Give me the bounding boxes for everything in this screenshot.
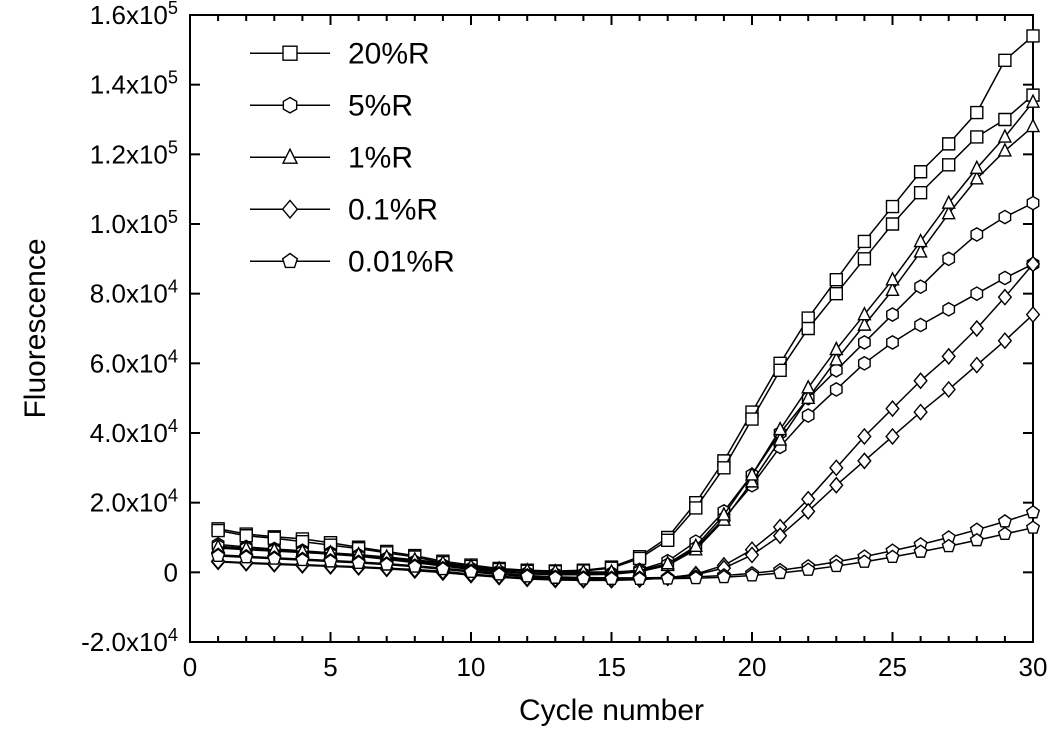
marker-square bbox=[971, 107, 983, 119]
y-axis-label: Fluorescence bbox=[19, 238, 52, 418]
x-tick-label: 25 bbox=[878, 652, 907, 682]
x-tick-label: 0 bbox=[183, 652, 197, 682]
y-tick-label: 0 bbox=[164, 557, 178, 587]
chart-container: 051015202530-2.0x10402.0x1044.0x1046.0x1… bbox=[0, 0, 1059, 754]
y-tick-label: -2.0x104 bbox=[81, 625, 178, 657]
legend-label: 0.1%R bbox=[348, 194, 438, 227]
marker-hexagon bbox=[859, 336, 870, 349]
marker-square bbox=[887, 218, 899, 230]
marker-square bbox=[662, 534, 674, 546]
y-tick-label: 8.0x104 bbox=[90, 277, 178, 309]
marker-square bbox=[887, 201, 899, 213]
marker-square bbox=[858, 235, 870, 247]
legend-label: 5%R bbox=[348, 90, 413, 123]
marker-square bbox=[690, 502, 702, 514]
x-axis-label: Cycle number bbox=[519, 694, 704, 727]
fluorescence-chart: 051015202530-2.0x10402.0x1044.0x1046.0x1… bbox=[0, 0, 1059, 754]
y-tick-label: 1.4x105 bbox=[90, 68, 178, 100]
x-tick-label: 15 bbox=[597, 652, 626, 682]
legend-label: 20%R bbox=[348, 38, 430, 71]
legend-label: 1%R bbox=[348, 142, 413, 175]
y-tick-label: 1.6x105 bbox=[90, 0, 178, 30]
marker-hexagon bbox=[999, 271, 1010, 284]
marker-hexagon bbox=[887, 308, 898, 321]
marker-hexagon bbox=[831, 383, 842, 396]
legend-label: 0.01%R bbox=[348, 246, 455, 279]
marker-square bbox=[999, 54, 1011, 66]
marker-hexagon bbox=[802, 409, 813, 422]
marker-square bbox=[943, 138, 955, 150]
marker-hexagon bbox=[887, 336, 898, 349]
x-tick-label: 20 bbox=[738, 652, 767, 682]
marker-hexagon bbox=[971, 228, 982, 241]
marker-hexagon bbox=[943, 303, 954, 316]
marker-hexagon bbox=[915, 318, 926, 331]
marker-hexagon bbox=[943, 252, 954, 265]
y-tick-label: 4.0x104 bbox=[90, 416, 178, 448]
marker-square bbox=[858, 253, 870, 265]
y-tick-label: 1.2x105 bbox=[90, 137, 178, 169]
legend-marker-hexagon bbox=[283, 98, 296, 113]
y-tick-label: 1.0x105 bbox=[90, 207, 178, 239]
marker-square bbox=[830, 288, 842, 300]
marker-hexagon bbox=[915, 280, 926, 293]
marker-square bbox=[746, 413, 758, 425]
marker-square bbox=[774, 364, 786, 376]
marker-square bbox=[915, 166, 927, 178]
marker-square bbox=[802, 323, 814, 335]
marker-square bbox=[718, 462, 730, 474]
marker-hexagon bbox=[971, 287, 982, 300]
marker-square bbox=[971, 131, 983, 143]
marker-square bbox=[1027, 30, 1039, 42]
marker-square bbox=[915, 187, 927, 199]
marker-hexagon bbox=[999, 210, 1010, 223]
x-tick-label: 5 bbox=[323, 652, 337, 682]
marker-square bbox=[212, 525, 224, 537]
legend-marker-square bbox=[283, 46, 297, 60]
marker-hexagon bbox=[859, 357, 870, 370]
x-tick-label: 30 bbox=[1019, 652, 1048, 682]
y-tick-label: 2.0x104 bbox=[90, 486, 178, 518]
marker-square bbox=[999, 114, 1011, 126]
y-tick-label: 6.0x104 bbox=[90, 346, 178, 378]
x-tick-label: 10 bbox=[457, 652, 486, 682]
marker-hexagon bbox=[1027, 197, 1038, 210]
marker-square bbox=[943, 159, 955, 171]
marker-square bbox=[830, 274, 842, 286]
